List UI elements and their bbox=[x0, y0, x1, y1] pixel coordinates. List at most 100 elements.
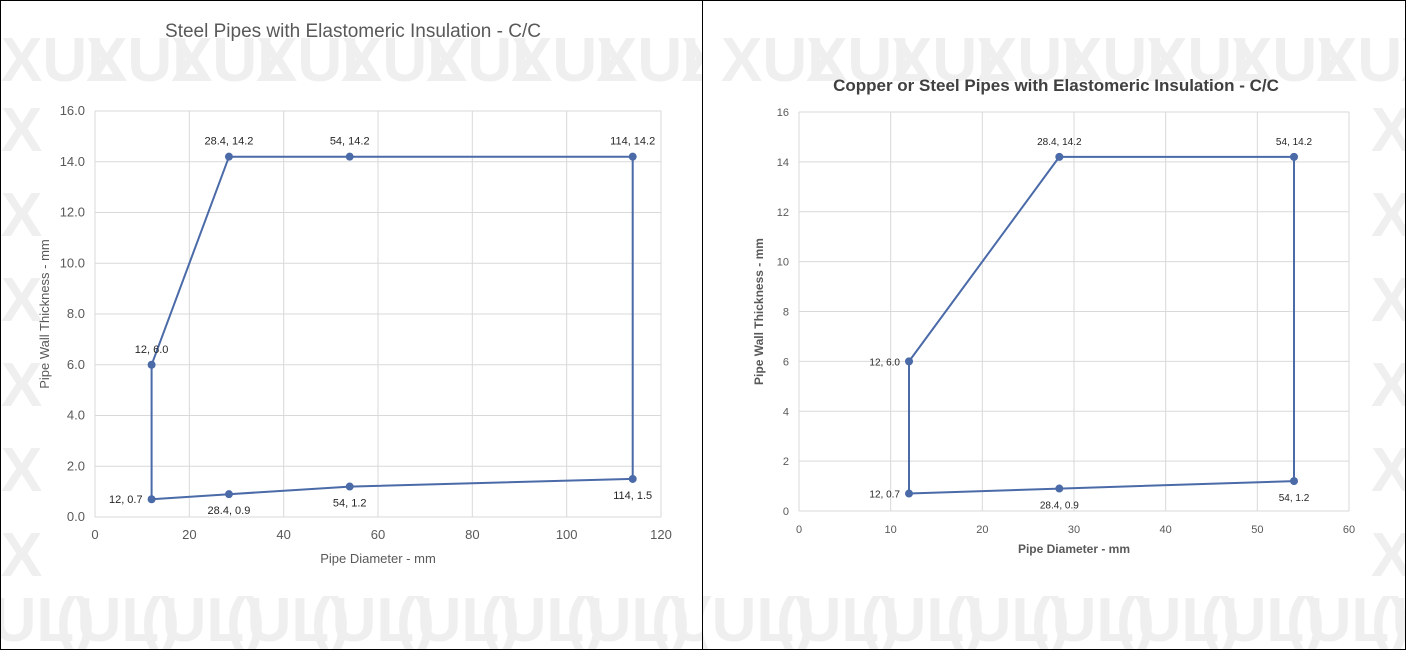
data-label: 54, 1.2 bbox=[1279, 493, 1310, 504]
watermark-text: X bbox=[1371, 96, 1406, 165]
x-tick-label: 120 bbox=[650, 527, 672, 542]
y-tick-label: 0.0 bbox=[67, 509, 85, 524]
y-tick-label: 16.0 bbox=[60, 103, 85, 118]
watermark-text: XUL bbox=[511, 26, 635, 95]
watermark-text: XUL bbox=[426, 26, 550, 95]
watermark-text: XUL bbox=[256, 26, 380, 95]
y-tick-label: 14 bbox=[777, 157, 789, 169]
x-tick-label: 60 bbox=[371, 527, 385, 542]
watermark: XUL (UL) XUL (UL) XUL (UL) XUL (UL) XUL (UL) XUL (U… bbox=[1, 26, 704, 650]
y-tick-label: 4.0 bbox=[67, 408, 85, 423]
x-tick-label: 0 bbox=[796, 524, 802, 536]
x-tick-label: 20 bbox=[182, 527, 196, 542]
y-tick-label: 8.0 bbox=[67, 306, 85, 321]
y-tick-label: 14.0 bbox=[60, 154, 85, 169]
watermark-text: XUL bbox=[1146, 26, 1270, 95]
y-tick-label: 10 bbox=[777, 257, 789, 269]
data-label: 12, 0.7 bbox=[109, 494, 143, 506]
watermark-text: XUL bbox=[1061, 26, 1185, 95]
x-tick-label: 100 bbox=[556, 527, 578, 542]
x-tick-label: 0 bbox=[91, 527, 98, 542]
watermark-text: XUL bbox=[341, 26, 465, 95]
data-point bbox=[345, 482, 354, 491]
x-tick-label: 40 bbox=[1160, 524, 1172, 536]
series-line bbox=[150, 155, 634, 501]
watermark-text: XUL bbox=[976, 26, 1100, 95]
data-label: 12, 6.0 bbox=[869, 357, 900, 368]
data-point bbox=[1290, 152, 1298, 161]
data-label: 12, 0.7 bbox=[869, 490, 900, 501]
watermark-text: (UL) bbox=[566, 586, 690, 650]
chart-title: Steel Pipes with Elastomeric Insulation … bbox=[165, 21, 541, 42]
watermark-text: X bbox=[1, 181, 42, 250]
y-axis-label: Pipe Wall Thickness - mm bbox=[37, 239, 52, 389]
watermark-text: XUL bbox=[1, 26, 125, 95]
watermark-text: (UL) bbox=[946, 586, 1070, 650]
data-point bbox=[1290, 477, 1298, 486]
data-point bbox=[628, 474, 637, 483]
watermark-text: XUL bbox=[596, 26, 704, 95]
data-label: 114, 1.5 bbox=[613, 490, 652, 502]
y-tick-label: 12 bbox=[777, 207, 789, 219]
data-point bbox=[1055, 152, 1064, 161]
watermark-text: X bbox=[1371, 351, 1406, 420]
watermark-text: XUL bbox=[806, 26, 930, 95]
watermark-text: (UL) bbox=[1031, 586, 1155, 650]
data-point bbox=[147, 360, 156, 369]
watermark-text: X bbox=[1, 436, 42, 505]
y-tick-label: 4 bbox=[783, 406, 789, 418]
watermark-text: (UL) bbox=[651, 586, 704, 650]
watermark-text: (UL) bbox=[56, 586, 180, 650]
chart-copper-or-steel-pipes: Copper or Steel Pipes with Elastomeric I… bbox=[752, 76, 1355, 556]
data-label: 54, 14.2 bbox=[1276, 137, 1313, 148]
y-tick-label: 12.0 bbox=[60, 205, 85, 220]
watermark-text: X bbox=[1371, 521, 1406, 590]
x-tick-label: 20 bbox=[976, 524, 988, 536]
watermark-text: X bbox=[1371, 181, 1406, 250]
data-point bbox=[1055, 484, 1064, 493]
watermark-text: XUL bbox=[891, 26, 1015, 95]
x-axis-label: Pipe Diameter - mm bbox=[320, 551, 436, 566]
y-tick-label: 0 bbox=[783, 506, 789, 518]
data-label: 28.4, 14.2 bbox=[204, 136, 253, 148]
watermark-text: (UL) bbox=[481, 586, 605, 650]
x-tick-label: 40 bbox=[276, 527, 290, 542]
data-point bbox=[224, 152, 233, 161]
watermark-text: (UL) bbox=[1, 586, 95, 650]
x-tick-label: 60 bbox=[1343, 524, 1355, 536]
series-line bbox=[908, 155, 1295, 495]
watermark-text: (UL) bbox=[141, 586, 265, 650]
watermark-text: (UL) bbox=[1371, 586, 1406, 650]
watermark-text: X bbox=[1371, 436, 1406, 505]
data-label: 28.4, 14.2 bbox=[1037, 137, 1082, 148]
watermark-text: X bbox=[1, 96, 42, 165]
watermark: XUL (UL) XUL (UL) XUL (UL) XUL (UL) XUL (UL) XUL (U… bbox=[703, 26, 1406, 650]
watermark-pattern: XUL (UL) XUL (UL) XUL (UL) XUL (UL) XUL (UL) XUL (U… bbox=[1, 26, 704, 650]
chart-title: Copper or Steel Pipes with Elastomeric I… bbox=[833, 76, 1279, 95]
watermark-text: (UL) bbox=[776, 586, 900, 650]
watermark-text: (UL) bbox=[1116, 586, 1240, 650]
data-point bbox=[905, 489, 913, 498]
watermark-text: X bbox=[1, 351, 42, 420]
watermark-text: XUL bbox=[86, 26, 210, 95]
data-label: 54, 14.2 bbox=[330, 136, 370, 148]
data-point bbox=[147, 495, 156, 504]
watermark-text: XUL bbox=[721, 26, 845, 95]
data-point bbox=[345, 152, 354, 161]
data-point bbox=[905, 357, 913, 366]
watermark-text: (UL) bbox=[703, 586, 815, 650]
x-tick-label: 80 bbox=[465, 527, 479, 542]
y-tick-label: 2 bbox=[783, 456, 789, 468]
chart-panel-left: XUL (UL) XUL (UL) XUL (UL) XUL (UL) XUL (UL) XUL (U… bbox=[0, 0, 704, 650]
data-point bbox=[224, 490, 233, 499]
watermark-text: XUL bbox=[1231, 26, 1355, 95]
y-tick-label: 6 bbox=[783, 356, 789, 368]
watermark-text: XUL bbox=[1401, 26, 1406, 95]
data-label: 54, 1.2 bbox=[333, 498, 367, 510]
chart-steel-pipes: Steel Pipes with Elastomeric Insulation … bbox=[37, 21, 672, 566]
data-label: 28.4, 0.9 bbox=[208, 505, 251, 517]
watermark-text: XUL bbox=[681, 26, 704, 95]
watermark-text: (UL) bbox=[396, 586, 520, 650]
data-label: 28.4, 0.9 bbox=[1040, 501, 1079, 512]
